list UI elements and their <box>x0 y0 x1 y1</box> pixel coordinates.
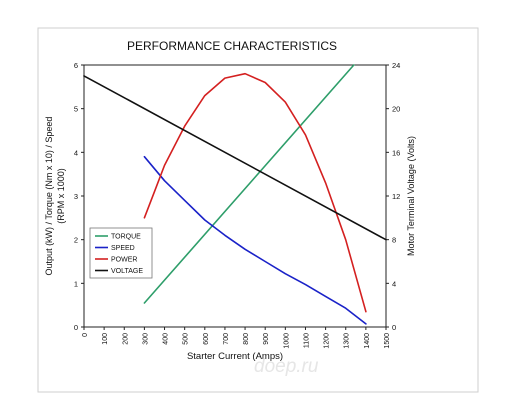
x-tick-label: 800 <box>243 333 250 345</box>
series-layer <box>83 64 387 325</box>
y-right-tick-label: 4 <box>392 279 396 288</box>
x-axis-label: Starter Current (Amps) <box>187 351 283 362</box>
y-axis-left-label-line1: Output (kW) / Torque (Nm x 10) / Speed <box>44 117 54 276</box>
chart-frame <box>37 27 479 393</box>
legend-label-voltage: VOLTAGE <box>111 268 143 275</box>
y-axis-right-label: Motor Terminal Voltage (Volts) <box>406 136 416 256</box>
y-axis-left-label-line2: (RPM x 1000) <box>56 168 66 224</box>
legend: TORQUE SPEED POWER VOLTAGE <box>89 227 153 279</box>
x-tick-label: 900 <box>263 333 270 345</box>
x-tick-label: 300 <box>142 333 149 345</box>
x-axis: 0 100 200 300 400 500 600 700 800 900 1000 1100 1200… <box>82 327 391 349</box>
y-left-tick-label: 4 <box>74 148 78 157</box>
y-axis-right: 0 4 8 12 16 20 24 <box>386 61 400 332</box>
x-tick-label: 700 <box>223 333 230 345</box>
series-line-torque <box>143 64 355 304</box>
y-right-tick-label: 0 <box>392 323 396 332</box>
series-line-power <box>143 72 367 313</box>
y-right-tick-label: 8 <box>392 236 396 245</box>
series-line-speed <box>143 155 367 325</box>
watermark: doep.ru <box>254 356 319 377</box>
x-tick-label: 1100 <box>303 333 310 348</box>
chart-title: PERFORMANCE CHARACTERISTICS <box>127 39 337 53</box>
x-tick-label: 1300 <box>344 333 351 349</box>
y-right-tick-label: 16 <box>392 148 400 157</box>
x-tick-label: 600 <box>203 333 210 345</box>
y-right-tick-label: 12 <box>392 192 400 201</box>
y-left-tick-label: 5 <box>74 105 78 114</box>
x-tick-label: 500 <box>183 333 190 345</box>
y-left-tick-label: 0 <box>74 323 78 332</box>
y-right-tick-label: 20 <box>392 105 400 114</box>
legend-label-speed: SPEED <box>111 245 135 252</box>
x-tick-label: 1000 <box>283 333 290 349</box>
series-line-voltage <box>83 75 387 241</box>
x-tick-label: 1400 <box>364 333 371 349</box>
x-tick-label: 1500 <box>384 333 391 349</box>
y-axis-left: 0 1 2 3 4 5 6 <box>74 61 84 332</box>
y-left-tick-label: 2 <box>74 236 78 245</box>
y-right-tick-label: 24 <box>392 61 400 70</box>
legend-label-power: POWER <box>111 257 137 264</box>
x-tick-label: 0 <box>82 333 89 337</box>
y-left-tick-label: 6 <box>74 61 78 70</box>
y-left-tick-label: 1 <box>74 279 78 288</box>
x-tick-label: 200 <box>122 333 129 345</box>
y-left-tick-label: 3 <box>74 192 78 201</box>
legend-label-torque: TORQUE <box>111 234 141 241</box>
x-tick-label: 400 <box>163 333 170 345</box>
x-tick-label: 1200 <box>324 333 331 349</box>
x-tick-label: 100 <box>102 333 109 345</box>
